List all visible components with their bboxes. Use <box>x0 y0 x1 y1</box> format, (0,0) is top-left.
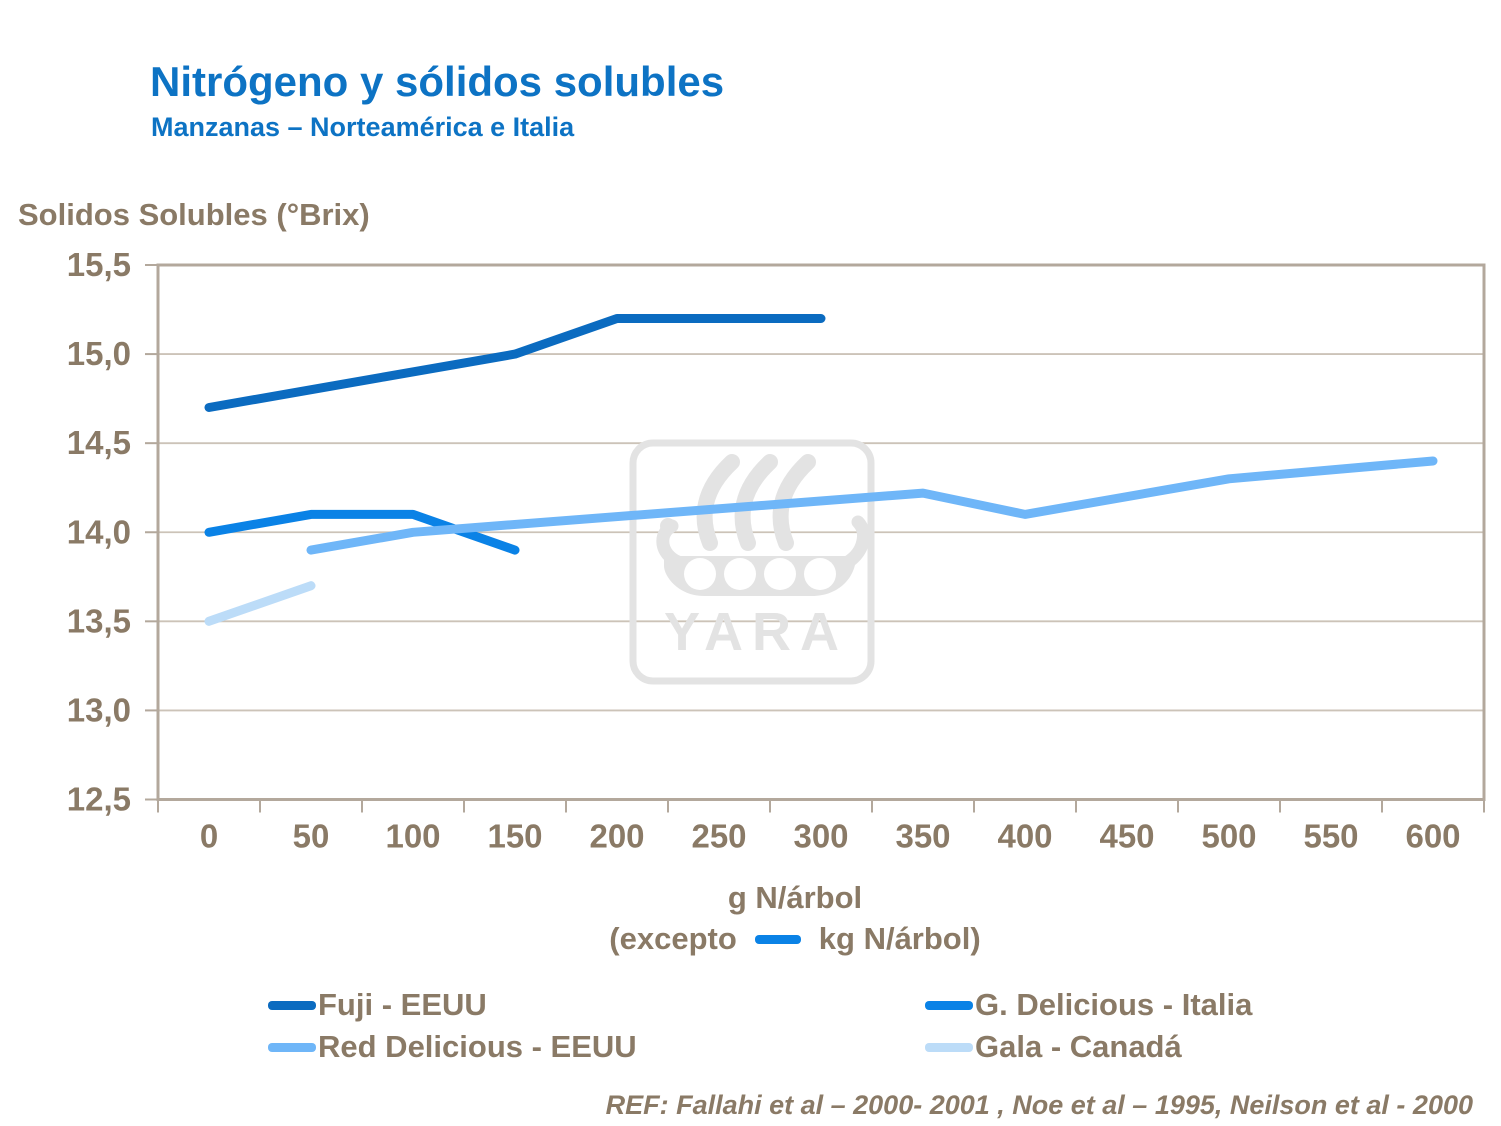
y-tick-label: 15,0 <box>67 335 131 372</box>
legend-item-red-delicious: Red Delicious - EEUU <box>268 1026 637 1068</box>
y-tick-label: 12,5 <box>67 781 131 818</box>
x-tick-label: 600 <box>1405 818 1460 855</box>
gridlines <box>158 353 1484 712</box>
watermark-text: YARA <box>664 602 848 662</box>
y-tick-label: 13,5 <box>67 602 131 639</box>
series-line-0 <box>204 314 826 412</box>
legend-item-gala: Gala - Canadá <box>925 1026 1252 1068</box>
legend-label-fuji: Fuji - EEUU <box>318 987 487 1022</box>
x-tick-label: 0 <box>200 818 218 855</box>
reference-citation: REF: Fallahi et al – 2000- 2001 , Noe et… <box>605 1090 1473 1120</box>
chart-legend: Fuji - EEUU Red Delicious - EEUU G. Deli… <box>0 984 1501 1084</box>
x-tick-label: 550 <box>1303 818 1358 855</box>
plot-border <box>156 263 1486 801</box>
x-axis-title: g N/árbol <box>727 880 863 915</box>
y-tick-label: 15,5 <box>67 246 131 283</box>
x-tick-label: 250 <box>691 818 746 855</box>
yara-logo-watermark: YARA <box>629 439 875 685</box>
x-tick-label: 100 <box>385 818 440 855</box>
x-axis-note-suffix: kg N/árbol) <box>818 921 981 956</box>
viking-ship-icon <box>656 454 870 596</box>
x-tick-label: 200 <box>589 818 644 855</box>
x-axis-note-prefix: (excepto <box>609 921 737 956</box>
legend-label-red-delicious: Red Delicious - EEUU <box>318 1029 637 1064</box>
series-line-2 <box>306 456 1438 555</box>
axes-and-labels: 12,5 13,0 13,5 14,0 14,5 15,0 15,5 0 50 100 150 200… <box>67 246 1486 855</box>
y-tick-label: 13,0 <box>67 691 131 728</box>
x-tick-label: 300 <box>793 818 848 855</box>
legend-item-g-delicious: G. Delicious - Italia <box>925 984 1252 1026</box>
x-tick-label: 50 <box>293 818 330 855</box>
y-tick-label: 14,5 <box>67 424 131 461</box>
x-axis-note: (excepto kg N/árbol) <box>415 921 1175 957</box>
x-tick-label: 350 <box>895 818 950 855</box>
legend-swatch-g-delicious <box>925 1000 973 1010</box>
series-line-3 <box>204 581 316 626</box>
kg-line-swatch <box>754 934 801 944</box>
x-tick-label: 500 <box>1201 818 1256 855</box>
page-subtitle: Manzanas – Norteamérica e Italia <box>151 112 575 142</box>
y-axis-title: Solidos Solubles (°Brix) <box>18 197 370 232</box>
page-title: Nitrógeno y sólidos solubles <box>150 58 725 105</box>
x-tick-label: 400 <box>997 818 1052 855</box>
watermark-frame <box>629 439 875 685</box>
data-series <box>204 314 1438 626</box>
legend-column-left: Fuji - EEUU Red Delicious - EEUU <box>268 984 637 1068</box>
line-chart: YARA 12,513,013,514,014,515,015,50 50 100 1… <box>67 246 1486 855</box>
legend-item-fuji: Fuji - EEUU <box>268 984 637 1026</box>
chart-area: YARA 12,5 13,0 13,5 14,0 14,5 15,0 15,5 0 50 100 1… <box>0 240 1501 870</box>
legend-swatch-gala <box>925 1042 973 1052</box>
legend-label-g-delicious: G. Delicious - Italia <box>975 987 1253 1022</box>
legend-swatch-fuji <box>268 1000 316 1010</box>
legend-swatch-red-delicious <box>268 1042 316 1052</box>
legend-column-right: G. Delicious - Italia Gala - Canadá <box>925 984 1252 1068</box>
legend-label-gala: Gala - Canadá <box>975 1029 1182 1064</box>
x-tick-label: 450 <box>1099 818 1154 855</box>
x-tick-label: 150 <box>487 818 542 855</box>
y-tick-label: 14,0 <box>67 513 131 550</box>
